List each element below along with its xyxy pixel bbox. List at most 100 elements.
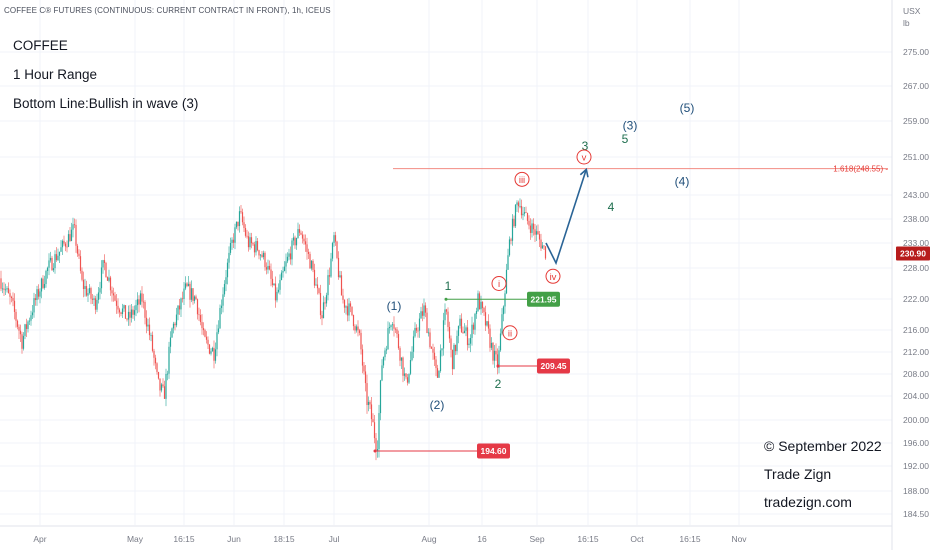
- candle-body: [315, 284, 317, 286]
- candle-body: [354, 326, 356, 331]
- candle-body: [175, 314, 178, 326]
- candle-body: [331, 243, 334, 259]
- candle-body: [148, 324, 151, 336]
- candle-body: [307, 251, 310, 254]
- candle-body: [286, 256, 289, 262]
- level-dot: [444, 297, 448, 301]
- candle-body: [454, 344, 457, 352]
- level-tag: [477, 443, 510, 459]
- candle-body: [523, 212, 526, 214]
- candle-body: [150, 334, 152, 336]
- candle-body: [79, 256, 82, 271]
- y-tick-label: 216.00: [903, 325, 929, 335]
- wave-circle: [491, 276, 507, 291]
- candle-body: [456, 335, 458, 352]
- candle-body: [256, 241, 259, 251]
- candle-body: [438, 370, 440, 378]
- candle-body: [432, 348, 434, 353]
- candle-body: [361, 349, 364, 366]
- candle-body: [384, 350, 386, 358]
- candle-body: [358, 330, 361, 333]
- candle-body: [264, 252, 266, 268]
- candle-body: [0, 278, 2, 289]
- projection-arrow: [545, 167, 589, 266]
- candle-body: [171, 328, 173, 338]
- level-tag-label: 209.45: [541, 361, 567, 371]
- candle-body: [291, 240, 293, 260]
- candle-body: [118, 309, 121, 313]
- candle-body: [244, 228, 247, 236]
- candle-body: [519, 205, 521, 207]
- candle-body: [214, 349, 217, 361]
- x-tick-label: Jul: [329, 534, 340, 544]
- candle-body: [141, 293, 143, 302]
- candle-body: [192, 288, 194, 301]
- wave-label-4: 4: [608, 200, 615, 214]
- candle-body: [63, 240, 65, 244]
- candle-body: [330, 258, 332, 277]
- candle-body: [177, 305, 179, 315]
- candle-body: [193, 296, 196, 301]
- candle-body: [198, 314, 200, 316]
- candle-body: [474, 313, 476, 330]
- candle-body: [102, 260, 104, 268]
- candle-body: [499, 333, 502, 351]
- candle-body: [417, 330, 419, 332]
- candle-body: [61, 240, 64, 248]
- candle-body: [52, 268, 55, 271]
- candle-body: [304, 241, 307, 245]
- candle-body: [498, 350, 500, 368]
- candle-body: [240, 211, 242, 213]
- fib-level-label: 1.618(248.55) -: [833, 165, 888, 174]
- candle-body: [436, 368, 439, 378]
- wave-label-5: 5: [622, 132, 629, 146]
- candle-body: [252, 243, 254, 245]
- candle-body: [210, 351, 212, 354]
- candle-body: [403, 373, 406, 376]
- candle-body: [273, 283, 275, 286]
- candle-body: [481, 301, 484, 309]
- candle-body: [279, 280, 281, 290]
- candle-body: [60, 247, 62, 252]
- candle-body: [145, 317, 148, 327]
- wave-label-1: 1: [445, 279, 452, 293]
- candle-body: [486, 321, 488, 326]
- candle-body: [325, 295, 328, 304]
- candle-body: [495, 350, 497, 355]
- candle-body: [202, 328, 205, 331]
- candle-body: [370, 404, 373, 420]
- candle-body: [303, 238, 305, 242]
- candle-body: [321, 315, 323, 319]
- candle-body: [54, 254, 56, 269]
- wave-label-3: 3: [582, 139, 589, 153]
- candle-body: [223, 283, 226, 295]
- candle-body: [507, 255, 509, 270]
- candle-body: [420, 311, 422, 319]
- candle-body: [394, 328, 397, 330]
- candle-body: [156, 363, 158, 372]
- candle-body: [250, 237, 253, 244]
- candle-body: [136, 299, 139, 306]
- candle-body: [475, 311, 478, 314]
- candle-body: [67, 234, 70, 247]
- last-price-label: 230.90: [900, 249, 926, 259]
- wave-label-i: i: [498, 279, 500, 290]
- y-tick-label: 208.00: [903, 369, 929, 379]
- candle-body: [357, 326, 359, 331]
- candle-body: [483, 308, 485, 313]
- candle-body: [393, 324, 395, 329]
- candle-body: [463, 330, 466, 334]
- candle-body: [163, 386, 166, 399]
- candle-body: [259, 254, 262, 256]
- candle-body: [366, 383, 368, 406]
- candle-body: [31, 312, 34, 316]
- candle-body: [139, 293, 142, 305]
- candle-body: [459, 318, 461, 326]
- candle-body: [355, 326, 358, 331]
- symbol-title: COFFEE C® FUTURES (CONTINUOUS: CURRENT C…: [4, 6, 331, 15]
- candle-body: [1, 288, 4, 290]
- candle-body: [310, 260, 313, 269]
- candle-body: [517, 202, 520, 207]
- candle-body: [490, 342, 493, 348]
